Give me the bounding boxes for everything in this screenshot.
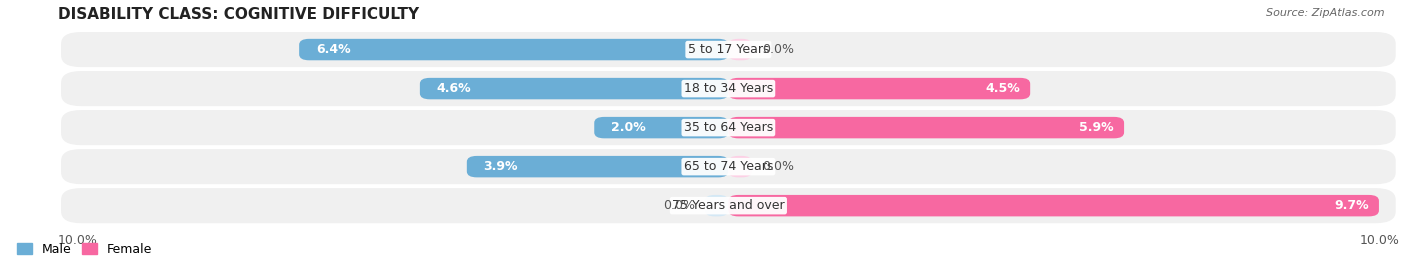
FancyBboxPatch shape [728,195,1379,216]
FancyBboxPatch shape [60,32,1396,67]
FancyBboxPatch shape [728,78,1031,99]
Text: DISABILITY CLASS: COGNITIVE DIFFICULTY: DISABILITY CLASS: COGNITIVE DIFFICULTY [58,7,419,22]
Text: 65 to 74 Years: 65 to 74 Years [683,160,773,173]
Text: 4.6%: 4.6% [437,82,471,95]
FancyBboxPatch shape [420,78,728,99]
FancyBboxPatch shape [60,188,1396,223]
Text: 35 to 64 Years: 35 to 64 Years [683,121,773,134]
Text: 2.0%: 2.0% [612,121,645,134]
FancyBboxPatch shape [728,117,1123,138]
FancyBboxPatch shape [728,39,752,60]
FancyBboxPatch shape [60,71,1396,106]
Text: 5.9%: 5.9% [1080,121,1114,134]
FancyBboxPatch shape [60,149,1396,184]
FancyBboxPatch shape [728,156,752,177]
Text: 75 Years and over: 75 Years and over [672,199,785,212]
Text: 0.0%: 0.0% [762,160,794,173]
Text: 0.0%: 0.0% [762,43,794,56]
Text: 18 to 34 Years: 18 to 34 Years [683,82,773,95]
Text: 6.4%: 6.4% [316,43,350,56]
Text: 4.5%: 4.5% [986,82,1021,95]
Text: 10.0%: 10.0% [58,234,97,247]
Legend: Male, Female: Male, Female [13,238,157,261]
FancyBboxPatch shape [299,39,728,60]
FancyBboxPatch shape [60,110,1396,145]
Text: 0.0%: 0.0% [662,199,695,212]
Text: 3.9%: 3.9% [484,160,517,173]
FancyBboxPatch shape [467,156,728,177]
FancyBboxPatch shape [704,195,728,216]
Text: 9.7%: 9.7% [1334,199,1369,212]
Text: Source: ZipAtlas.com: Source: ZipAtlas.com [1267,8,1385,18]
FancyBboxPatch shape [595,117,728,138]
Text: 5 to 17 Years: 5 to 17 Years [688,43,769,56]
Text: 10.0%: 10.0% [1360,234,1399,247]
